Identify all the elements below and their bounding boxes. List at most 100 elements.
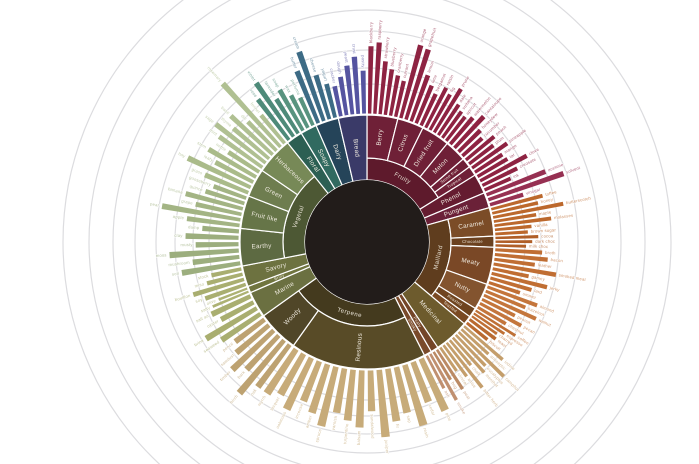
bar-resinous-sap [393, 366, 411, 414]
bar-savory-soy [204, 282, 247, 301]
bar-fruit-like-quince [204, 188, 245, 206]
bar-tip-label: miso [194, 281, 205, 288]
bar-resinous-amber [308, 363, 331, 414]
bar-berry-strawberry [378, 61, 388, 115]
grid-circle-6 [88, 0, 646, 464]
bar-tip-label: solvent [565, 165, 581, 175]
bar-tip-label: oyster [206, 318, 220, 329]
bar-tip-label: dark choc [535, 239, 555, 244]
bar-tip-label: lime [430, 73, 438, 83]
bar-resinous-spruce [317, 365, 339, 428]
bar-tip-label: lard [534, 288, 543, 295]
bar-tip-label: vanilla [534, 222, 548, 228]
bar-tip-label: musty [180, 242, 193, 247]
bar-resinous-fir [385, 368, 401, 422]
bar-pungent-vinegar [489, 192, 524, 207]
bar-caramel-molasses [494, 216, 552, 227]
bar-tip-label: smoke [456, 401, 467, 415]
bar-tip-label: incense [294, 402, 305, 419]
bar-tip-label: yeast [343, 51, 349, 63]
bar-tip-label: rosemary [206, 65, 223, 83]
grid-circle-5 [112, 0, 622, 464]
bar-tip-label: grapefruit [426, 26, 437, 47]
bar-medicinal-bitter-herb [445, 341, 484, 389]
bar-tip-label: strawberry [383, 36, 390, 59]
bar-tip-label: olive [206, 298, 217, 306]
bar-phenol-creosote [481, 166, 519, 187]
bar-tip-label: varnish [331, 415, 339, 431]
bar-tip-label: walnut [538, 318, 553, 328]
bar-tip-label: moss [156, 252, 167, 258]
bar-caramel-toffee [490, 193, 544, 211]
bar-meaty-umami [488, 281, 521, 295]
bar-tip-label: lemon [426, 59, 435, 73]
bar-earthy-damp [202, 225, 240, 234]
bar-tip-label: cheese [309, 57, 318, 73]
bar-floral-rose [255, 97, 291, 142]
bar-tip-label: quince [189, 184, 204, 193]
bar-tip-label: cranberry [396, 52, 405, 73]
bar-resinous-oakmoss [282, 356, 314, 412]
bar-tip-label: soap [271, 77, 280, 88]
bar-nutty-pecan [479, 302, 523, 328]
bar-savory-bouillon [192, 277, 245, 298]
bar-tip-label: pear [150, 201, 160, 208]
bar-tip-label: turpentine [342, 423, 349, 445]
bar-tip-label: apple [173, 214, 185, 220]
bar-resinous-incense [299, 360, 322, 403]
bar-tip-label: hay [178, 151, 187, 159]
bar-tip-label: basil [220, 105, 230, 115]
bar-tip-label: date [458, 93, 467, 104]
bar-tip-label: smoked meat [559, 272, 587, 282]
bar-savory-stock [211, 267, 242, 278]
bar-bread-yeast [344, 65, 355, 115]
bar-tip-label: oakmoss [275, 411, 287, 430]
wedge-label-meaty: Meaty [461, 257, 481, 268]
bar-herbaceous-mint [217, 134, 264, 169]
bar-tip-label: leather [537, 262, 552, 269]
bar-tip-label: grass [191, 167, 203, 176]
bar-nutty-chestnut [476, 305, 507, 326]
bar-tip-label: crust [351, 44, 357, 55]
bar-tip-label: ink [512, 172, 520, 179]
bar-soapy-wax [289, 94, 310, 129]
bar-tip-label: pecan [523, 325, 537, 336]
bar-herbaceous-fennel [259, 113, 286, 145]
bar-herbaceous-thyme [231, 126, 271, 161]
bar-tip-label: honey [540, 196, 554, 204]
bar-medicinal-menthol [451, 336, 486, 374]
bar-tip-label: currant [402, 63, 410, 79]
bar-fruit-like-banana [185, 191, 244, 211]
bar-bread-crust [351, 56, 361, 114]
bar-tip-label: pastry [361, 55, 366, 68]
bar-dried-fruit-date [437, 103, 461, 136]
bar-medicinal-anise [442, 344, 468, 378]
bar-tip-label: dough [336, 61, 343, 75]
bar-tip-label: fir [395, 424, 401, 429]
bar-roasted-charred [471, 315, 498, 335]
bar-resinous-lacquer [277, 352, 307, 397]
bar-tip-label: clay [174, 233, 183, 238]
bar-tip-label: brown sugar [531, 227, 557, 234]
bar-tip-label: salt air [195, 313, 210, 324]
bar-herbaceous-dill [246, 120, 278, 152]
bar-marine-seaweed [219, 312, 262, 343]
bar-herbaceous-basil [229, 114, 274, 156]
bar-floral-violet [253, 81, 295, 138]
bar-nutty-hazelnut [485, 289, 527, 310]
bar-phenol-ink [483, 176, 512, 192]
bar-bread-pastry [360, 70, 366, 114]
bar-dried-fruit-apricot [445, 115, 467, 142]
bar-earthy-moss [169, 248, 239, 259]
bar-tip-label: resin [422, 427, 430, 439]
wedge-label-briny: Briny [273, 273, 285, 282]
bar-tip-label: sage [204, 114, 215, 124]
bar-medicinal-antiseptic [460, 328, 490, 356]
bar-medicinal-iodine [463, 325, 504, 361]
bar-nutty-almond [486, 285, 538, 308]
bar-briny-olive [218, 287, 248, 301]
bar-tip-label: maple [539, 209, 553, 216]
bar-earthy-soil [181, 261, 241, 276]
